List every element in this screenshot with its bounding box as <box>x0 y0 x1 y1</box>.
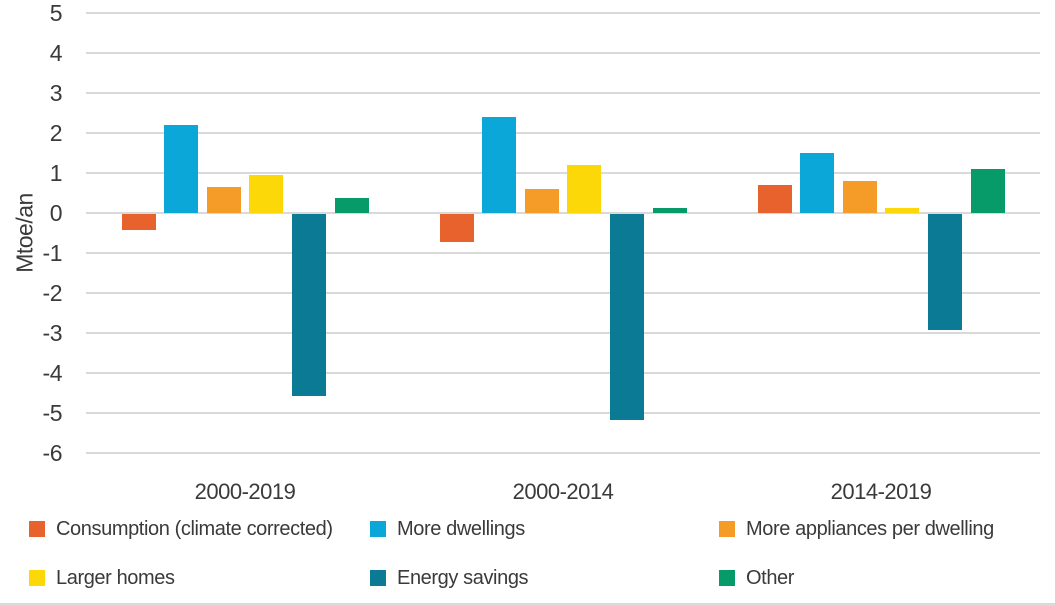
bar <box>885 208 920 213</box>
bar <box>652 208 687 213</box>
legend-item: Other <box>719 566 795 589</box>
legend-item: More dwellings <box>370 517 525 540</box>
bar <box>927 214 962 330</box>
gridline <box>86 412 1040 414</box>
legend-label: More dwellings <box>397 517 525 540</box>
y-tick-label: 0 <box>49 200 63 226</box>
bar <box>164 125 199 213</box>
y-tick-label: 4 <box>49 40 63 66</box>
gridline <box>86 292 1040 294</box>
bottom-border-line <box>0 603 1055 606</box>
y-tick-label: 1 <box>49 160 63 186</box>
y-tick-label: -2 <box>42 280 63 306</box>
y-tick-label: 5 <box>49 0 63 26</box>
gridline <box>86 132 1040 134</box>
bar <box>249 175 284 213</box>
x-category-label: 2000-2019 <box>194 479 296 504</box>
bar <box>121 214 156 230</box>
y-tick-label: -4 <box>42 360 63 386</box>
legend-label: Consumption (climate corrected) <box>56 517 333 540</box>
gridline <box>86 92 1040 94</box>
bar <box>439 214 474 242</box>
bar <box>842 181 877 213</box>
bar <box>206 187 241 213</box>
bar <box>970 169 1005 213</box>
legend-label: Larger homes <box>56 566 175 589</box>
legend-swatch <box>719 521 735 537</box>
bar <box>757 185 792 213</box>
legend-item: Energy savings <box>370 566 529 589</box>
y-tick-label: 3 <box>49 80 63 106</box>
bar <box>800 153 835 213</box>
legend-label: Other <box>746 566 795 589</box>
gridline <box>86 332 1040 334</box>
bar <box>609 214 644 420</box>
legend-item: More appliances per dwelling <box>719 517 994 540</box>
y-tick-label: 2 <box>49 120 63 146</box>
x-category-label: 2000-2014 <box>512 479 614 504</box>
legend-label: Energy savings <box>397 566 529 589</box>
bar <box>291 214 326 396</box>
gridline <box>86 52 1040 54</box>
legend-item: Consumption (climate corrected) <box>29 517 333 540</box>
gridline <box>86 12 1040 14</box>
y-tick-label: -3 <box>42 320 63 346</box>
gridline <box>86 372 1040 374</box>
y-tick-label: -1 <box>42 240 63 266</box>
bar <box>524 189 559 213</box>
legend-item: Larger homes <box>29 566 175 589</box>
gridline <box>86 212 1040 214</box>
legend-swatch <box>370 570 386 586</box>
legend-label: More appliances per dwelling <box>746 517 994 540</box>
y-tick-label: -5 <box>42 400 63 426</box>
legend-swatch <box>29 570 45 586</box>
legend-swatch <box>29 521 45 537</box>
gridline <box>86 252 1040 254</box>
x-category-label: 2014-2019 <box>830 479 932 504</box>
bar <box>567 165 602 213</box>
gridline <box>86 172 1040 174</box>
gridline <box>86 452 1040 454</box>
bar <box>334 198 369 213</box>
legend-swatch <box>719 570 735 586</box>
bar <box>482 117 517 213</box>
legend-swatch <box>370 521 386 537</box>
y-tick-label: -6 <box>42 440 63 466</box>
